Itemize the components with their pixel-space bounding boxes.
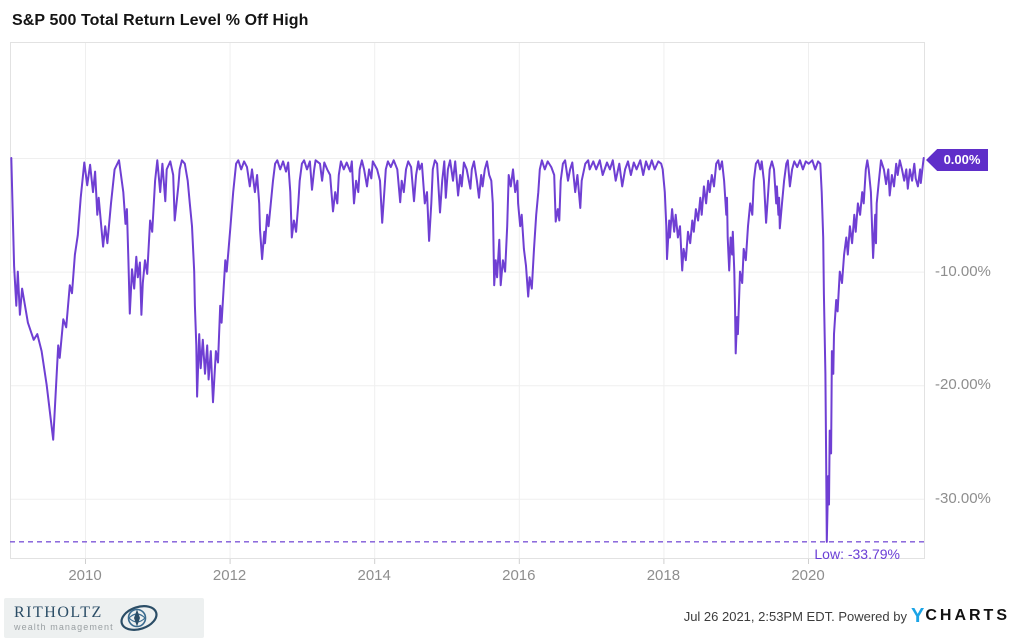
ritholtz-logo-text: RITHOLTZ wealth management [14,603,114,632]
x-axis-label: 2016 [502,567,536,584]
ritholtz-logo-name: RITHOLTZ [14,603,103,621]
x-axis-label: 2020 [791,567,825,584]
ycharts-wordmark: CHARTS [925,607,1010,624]
chart-title: S&P 500 Total Return Level % Off High [12,12,309,29]
attribution-bar: Jul 26 2021, 2:53PM EDT. Powered by Y CH… [684,606,1010,626]
ritholtz-logo: RITHOLTZ wealth management [4,598,204,638]
low-annotation-label: Low: -33.79% [814,545,900,562]
y-axis-label: -30.00% [935,489,991,507]
last-value-badge: 0.00% [926,149,988,171]
ritholtz-globe-icon [120,605,158,631]
x-axis-label: 2018 [646,567,681,584]
x-axis-label: 2012 [212,567,247,584]
plot-area [10,42,925,564]
y-axis-label: -10.00% [935,262,991,280]
ycharts-logo: Y CHARTS [911,606,1010,626]
ritholtz-logo-tagline: wealth management [14,621,114,632]
plot-border [10,42,925,559]
x-axis-label: 2014 [357,567,391,584]
y-axis-label: -20.00% [935,376,991,394]
x-axis-label: 2010 [68,567,102,584]
timestamp-text: Jul 26 2021, 2:53PM EDT. Powered by [683,608,907,624]
ycharts-y-mark: Y [910,605,925,627]
drawdown-line [10,157,925,543]
